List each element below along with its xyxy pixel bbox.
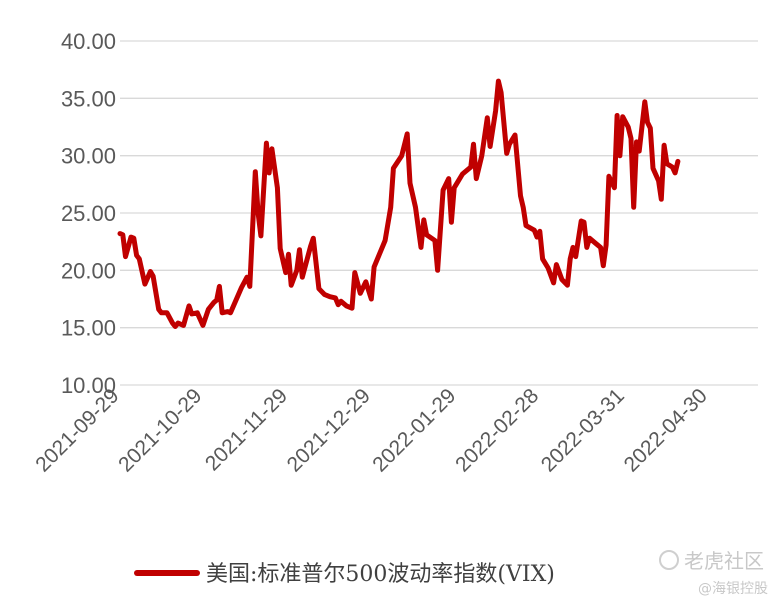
- x-tick-label: 2021-10-29: [114, 384, 206, 476]
- watermark: 老虎社区 @海银控股: [659, 549, 768, 597]
- x-tick-label: 2022-01-29: [368, 384, 460, 476]
- legend: 美国:标准普尔500波动率指数(VIX): [134, 562, 555, 587]
- x-tick-label: 2021-12-29: [283, 384, 375, 476]
- y-tick-label: 35.00: [61, 86, 116, 111]
- series-lines: [117, 78, 681, 329]
- watermark-primary: 老虎社区: [684, 549, 764, 573]
- watermark-secondary: @海银控股: [698, 581, 768, 597]
- x-tick-label: 2022-04-30: [620, 384, 712, 476]
- x-tick-label: 2022-03-31: [537, 384, 629, 476]
- legend-label: 美国:标准普尔500波动率指数(VIX): [206, 562, 555, 587]
- x-tick-label: 2021-09-29: [31, 384, 123, 476]
- x-tick-label: 2022-02-28: [451, 384, 543, 476]
- x-tick-label: 2021-11-29: [201, 384, 292, 475]
- y-tick-label: 30.00: [61, 144, 116, 169]
- y-tick-label: 15.00: [61, 316, 116, 341]
- x-axis-tick-labels: 2021-09-292021-10-292021-11-292021-12-29…: [31, 384, 712, 476]
- y-tick-label: 20.00: [61, 258, 116, 283]
- y-axis-tick-labels: 40.00 35.00 30.00 25.00 20.00 15.00 10.00: [61, 29, 116, 398]
- y-tick-label: 10.00: [61, 373, 116, 398]
- gridlines: [120, 40, 758, 386]
- series-line-vix: [117, 78, 681, 329]
- tiger-logo-icon: [659, 550, 679, 570]
- y-tick-label: 40.00: [61, 29, 116, 54]
- y-tick-label: 25.00: [61, 201, 116, 226]
